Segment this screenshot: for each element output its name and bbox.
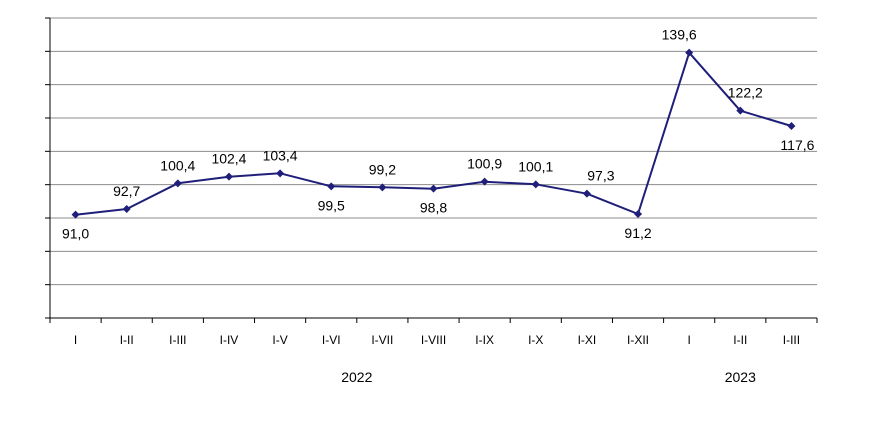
- data-label: 103,4: [263, 147, 298, 163]
- x-tick-label: I-V: [272, 333, 287, 347]
- year-group-label: 2022: [341, 369, 372, 385]
- data-point: [71, 210, 80, 219]
- data-label: 99,5: [318, 197, 345, 213]
- data-label: 139,6: [662, 27, 697, 43]
- axes: [45, 17, 818, 323]
- x-tick-label: I-X: [528, 333, 543, 347]
- x-tick-label: I-VII: [371, 333, 393, 347]
- x-tick-label: I-IX: [475, 333, 494, 347]
- data-point: [429, 184, 438, 193]
- data-label: 100,1: [518, 158, 553, 174]
- data-point: [685, 48, 694, 57]
- x-tick-label: I: [687, 333, 690, 347]
- data-label: 91,0: [62, 226, 89, 242]
- x-tick-label: I-IV: [220, 333, 239, 347]
- data-label: 100,4: [160, 157, 195, 173]
- data-labels: 91,0 92,7 100,4 102,4 103,4 99,5 99,2 98,8 100,9…: [62, 27, 815, 242]
- data-label: 122,2: [728, 85, 763, 101]
- year-group-label: 2023: [725, 369, 756, 385]
- x-tick-label: I: [74, 333, 77, 347]
- data-label: 102,4: [211, 151, 246, 167]
- data-point: [480, 177, 489, 186]
- data-point: [224, 172, 233, 181]
- data-label: 99,2: [369, 161, 396, 177]
- data-point: [327, 182, 336, 191]
- x-tick-label: I-VIII: [421, 333, 446, 347]
- data-label: 100,9: [467, 156, 502, 172]
- x-tick-label: I-II: [733, 333, 747, 347]
- x-tick-label: I-VI: [322, 333, 341, 347]
- data-point: [736, 106, 745, 115]
- x-tick-label: I-III: [783, 333, 800, 347]
- data-point: [378, 183, 387, 192]
- x-tick-label: I-II: [120, 333, 134, 347]
- data-label: 98,8: [420, 200, 447, 216]
- data-point: [634, 210, 643, 218]
- data-point: [122, 205, 131, 213]
- data-label: 92,7: [113, 183, 140, 199]
- x-tick-labels: I I-II I-III I-IV I-V I-VI I-VII I-VIII I-IX I-X I…: [74, 333, 800, 347]
- y-gridlines: [50, 17, 817, 286]
- year-group-labels: 2022 2023: [341, 369, 756, 385]
- data-point: [276, 169, 285, 178]
- data-point: [531, 180, 540, 189]
- data-label: 97,3: [587, 168, 614, 184]
- x-tick-label: I-III: [169, 333, 186, 347]
- x-tick-label: I-XI: [578, 333, 597, 347]
- data-point: [787, 122, 796, 130]
- x-tick-label: I-XII: [627, 333, 649, 347]
- data-label: 91,2: [624, 225, 651, 241]
- data-point: [582, 189, 591, 198]
- data-label: 117,6: [780, 137, 814, 153]
- data-point: [173, 179, 182, 188]
- series-group: [71, 48, 796, 219]
